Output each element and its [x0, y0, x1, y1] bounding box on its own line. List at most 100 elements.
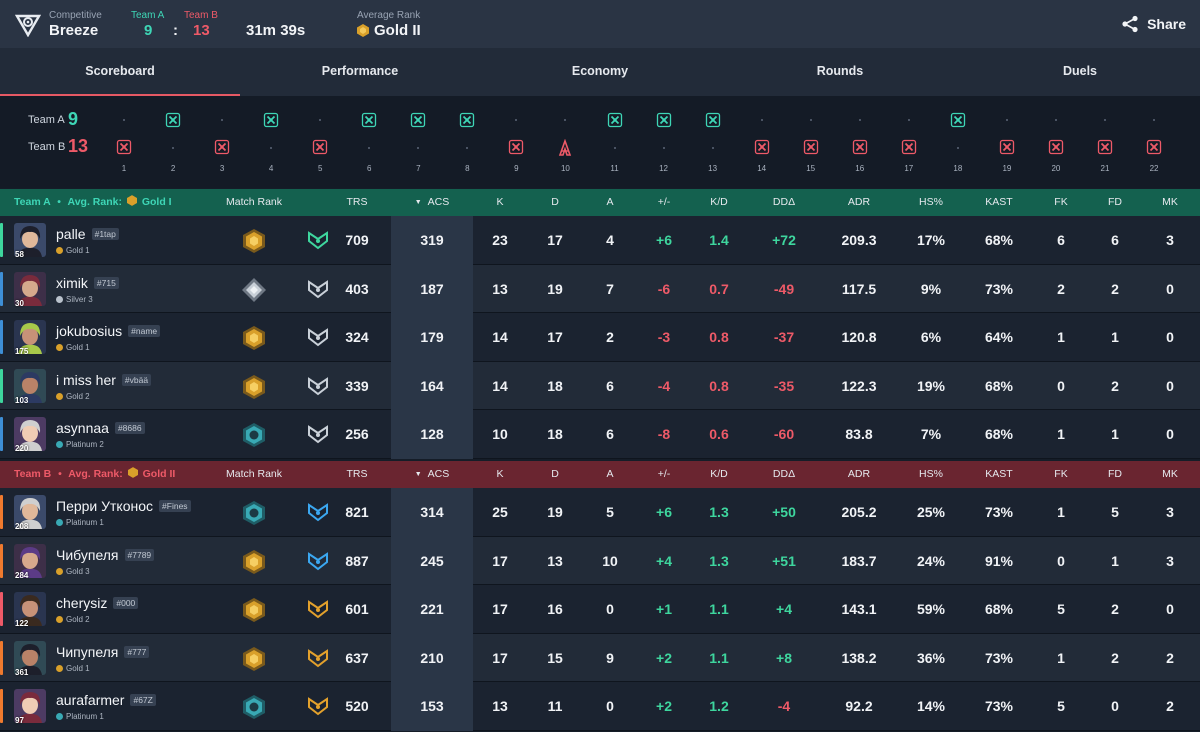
round-9-team-b-win-icon[interactable]: [508, 139, 524, 155]
round-number-3: 3: [219, 164, 225, 173]
column-header-kd[interactable]: K/D: [710, 468, 728, 480]
column-header-adr[interactable]: ADR: [847, 196, 871, 208]
player-name[interactable]: cherysiz #000: [56, 595, 139, 611]
round-14-team-b-win-icon[interactable]: [754, 139, 770, 155]
column-header-mk[interactable]: MK: [1162, 468, 1178, 480]
player-tag: #67Z: [130, 694, 156, 707]
column-header-kast[interactable]: KAST: [985, 468, 1013, 480]
round-6-team-a-win-icon[interactable]: [361, 112, 377, 128]
column-header-mk[interactable]: MK: [1162, 196, 1178, 208]
column-header-trs[interactable]: TRS: [346, 468, 368, 480]
stat-fd: 1: [1111, 552, 1119, 569]
tab-economy[interactable]: Economy: [571, 64, 629, 78]
player-row[interactable]: 175 jokubosius #name Gold 1 324 179 14 17 2 -3 0.8…: [0, 313, 1200, 362]
column-header-pm[interactable]: +/-: [657, 196, 671, 208]
player-name[interactable]: Чибупеля #7789: [56, 547, 155, 563]
column-header-adr[interactable]: ADR: [847, 468, 871, 480]
column-header-a[interactable]: A: [606, 196, 614, 208]
round-8-team-a-win-icon[interactable]: [459, 112, 475, 128]
column-header-fk[interactable]: FK: [1054, 196, 1068, 208]
column-header-matchrank[interactable]: Match Rank: [225, 468, 283, 480]
tab-performance[interactable]: Performance: [321, 64, 399, 78]
player-level: 122: [15, 619, 29, 629]
player-name[interactable]: Перри Утконос #Fines: [56, 498, 191, 514]
tab-duels[interactable]: Duels: [1062, 64, 1098, 78]
round-18-team-a-win-icon[interactable]: [950, 112, 966, 128]
column-header-d[interactable]: D: [551, 196, 559, 208]
column-header-dd[interactable]: DDΔ: [772, 196, 796, 208]
round-21-team-a-empty: [1104, 119, 1106, 121]
player-row[interactable]: 30 ximik #715 Silver 3 403 187 13 19 7 -6 0.7 -49 11…: [0, 264, 1200, 314]
column-header-hs[interactable]: HS%: [919, 196, 943, 208]
column-header-matchrank[interactable]: Match Rank: [225, 196, 283, 208]
tab-scoreboard[interactable]: Scoreboard: [0, 48, 240, 96]
round-13-team-a-win-icon[interactable]: [705, 112, 721, 128]
stat-fd: 0: [1111, 698, 1119, 715]
round-10-spike-icon[interactable]: [557, 138, 573, 156]
stat-kast: 64%: [984, 329, 1014, 346]
stat-a: 6: [606, 377, 614, 394]
round-1-team-b-win-icon[interactable]: [116, 139, 132, 155]
round-12-team-a-win-icon[interactable]: [656, 112, 672, 128]
column-header-hs[interactable]: HS%: [919, 468, 943, 480]
round-20-team-b-win-icon[interactable]: [1048, 139, 1064, 155]
player-row[interactable]: 284 Чибупеля #7789 Gold 3 887 245 17 13 10 +4 1.3 +…: [0, 536, 1200, 586]
stat-fd: 2: [1111, 377, 1119, 394]
player-name[interactable]: jokubosius #name: [56, 323, 161, 339]
acs-column-highlight: [391, 536, 473, 586]
player-row[interactable]: 97 aurafarmer #67Z Platinum 1 520 153 13 11 0 +2 1…: [0, 682, 1200, 731]
player-row[interactable]: 122 cherysiz #000 Gold 2 601 221 17 16 0 +1 1.1 +4 1…: [0, 585, 1200, 634]
player-row[interactable]: 361 Чипупеля #777 Gold 1 637 210 17 15 9 +2 1.1 +8 1…: [0, 633, 1200, 683]
stat-adr: 143.1: [841, 601, 877, 618]
round-7-team-a-win-icon[interactable]: [410, 112, 426, 128]
round-19-team-b-win-icon[interactable]: [999, 139, 1015, 155]
player-name[interactable]: i miss her #vbää: [56, 372, 152, 388]
column-header-acs[interactable]: ▼ ACS: [387, 189, 477, 216]
player-name[interactable]: ximik #715: [56, 275, 119, 291]
round-17-team-b-win-icon[interactable]: [901, 139, 917, 155]
column-header-fd[interactable]: FD: [1108, 196, 1122, 208]
round-number-1: 1: [121, 164, 127, 173]
tab-rounds[interactable]: Rounds: [816, 64, 864, 78]
player-row[interactable]: 103 i miss her #vbää Gold 2 339 164 14 18 6 -4 0.8…: [0, 361, 1200, 411]
share-button[interactable]: Share: [1117, 12, 1190, 36]
stat-hs: 6%: [920, 329, 942, 346]
column-header-k[interactable]: K: [496, 196, 504, 208]
player-row[interactable]: 58 palle #1tap Gold 1 709 319 23 17 4 +6 1.4 +72 209…: [0, 216, 1200, 265]
round-4-team-a-win-icon[interactable]: [263, 112, 279, 128]
round-2-team-a-win-icon[interactable]: [165, 112, 181, 128]
player-name[interactable]: asynnaa #8686: [56, 420, 145, 436]
column-header-fd[interactable]: FD: [1108, 468, 1122, 480]
round-11-team-a-win-icon[interactable]: [607, 112, 623, 128]
column-header-fk[interactable]: FK: [1054, 468, 1068, 480]
stat-d: 16: [547, 601, 563, 618]
round-22-team-b-win-icon[interactable]: [1146, 139, 1162, 155]
column-header-pm[interactable]: +/-: [657, 468, 671, 480]
round-5-team-b-win-icon[interactable]: [312, 139, 328, 155]
stat-hs: 7%: [920, 426, 942, 443]
column-header-kast[interactable]: KAST: [985, 196, 1013, 208]
round-21-team-b-win-icon[interactable]: [1097, 139, 1113, 155]
player-name[interactable]: Чипупеля #777: [56, 644, 150, 660]
round-16-team-b-win-icon[interactable]: [852, 139, 868, 155]
column-header-label: ACS: [427, 468, 450, 480]
column-header-a[interactable]: A: [606, 468, 614, 480]
column-header-kd[interactable]: K/D: [710, 196, 728, 208]
stat-kd: 1.1: [709, 601, 729, 618]
round-number-10: 10: [560, 164, 570, 173]
column-header-acs[interactable]: ▼ ACS: [387, 461, 477, 488]
acs-column-highlight: [391, 633, 473, 683]
round-3-team-b-win-icon[interactable]: [214, 139, 230, 155]
stat-trs: 339: [345, 377, 369, 394]
stat-adr: 138.2: [841, 649, 877, 666]
player-row[interactable]: 220 asynnaa #8686 Platinum 2 256 128 10 18 6 -8 0.…: [0, 410, 1200, 459]
column-header-k[interactable]: K: [496, 468, 504, 480]
column-header-trs[interactable]: TRS: [346, 196, 368, 208]
player-name[interactable]: palle #1tap: [56, 226, 119, 242]
player-name[interactable]: aurafarmer #67Z: [56, 692, 156, 708]
player-row[interactable]: 208 Перри Утконос #Fines Platinum 1 821 314 25…: [0, 488, 1200, 537]
column-header-dd[interactable]: DDΔ: [772, 468, 796, 480]
column-header-d[interactable]: D: [551, 468, 559, 480]
round-15-team-b-win-icon[interactable]: [803, 139, 819, 155]
round-number-9: 9: [514, 164, 519, 173]
